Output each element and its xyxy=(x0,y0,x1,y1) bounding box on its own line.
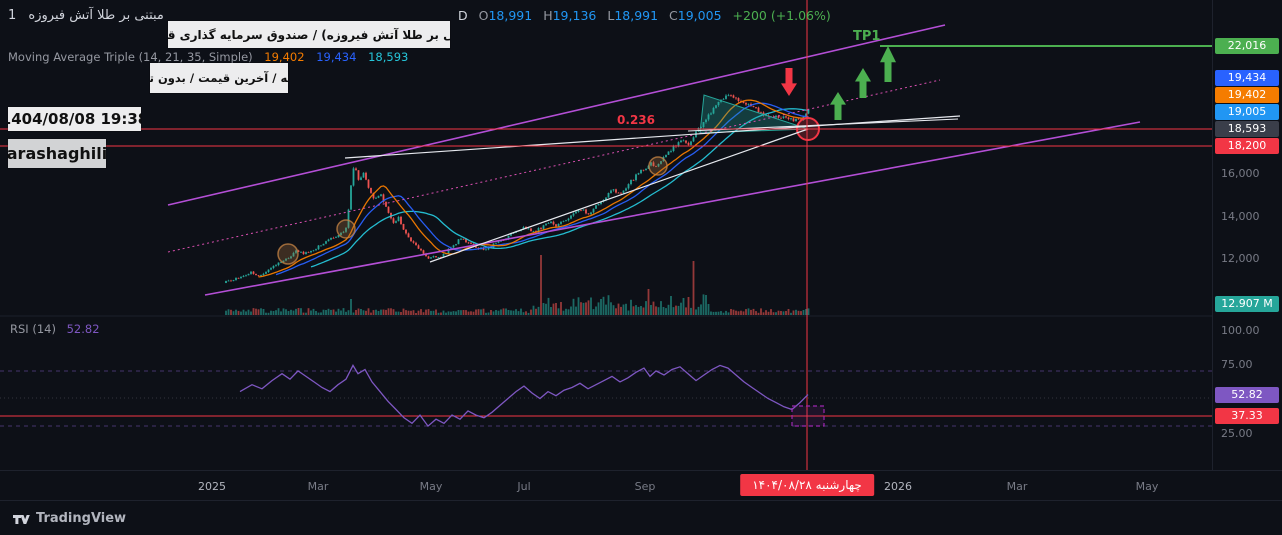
timeframe-label: 1 xyxy=(8,8,17,23)
price-tick: 16,000 xyxy=(1221,167,1260,180)
time-tick: 2026 xyxy=(884,480,912,493)
price-label-ma21: 19,434 xyxy=(1215,70,1279,86)
price-axis[interactable]: 22,016 19,434 19,402 19,005 18,593 18,20… xyxy=(1212,0,1282,470)
time-tick: Jul xyxy=(517,480,531,493)
time-tick: May xyxy=(1135,480,1159,493)
timeframe-label-d: D xyxy=(458,8,468,23)
price-label-crosshair: 18,593 xyxy=(1215,121,1279,137)
close-value: 19,005 xyxy=(677,8,722,23)
price-label-tp1: 22,016 xyxy=(1215,38,1279,54)
annotation-datetime-box: 1404/08/08 19:38 xyxy=(8,107,141,131)
rsi-indicator-value: 52.82 xyxy=(66,322,100,336)
svg-text:TP1: TP1 xyxy=(853,29,880,44)
price-label-last: 19,005 xyxy=(1215,104,1279,120)
high-label: H xyxy=(543,8,553,23)
close-label: C xyxy=(669,8,678,23)
rsi-tick: 75.00 xyxy=(1221,358,1253,371)
change-value: +200 (+1.06%) xyxy=(732,8,831,23)
price-tick: 12,000 xyxy=(1221,252,1260,265)
rsi-tick: 100.00 xyxy=(1221,324,1260,337)
crosshair-date-badge: چهارشنبه ۱۴۰۴/۰۸/۲۸ xyxy=(740,474,874,496)
volume-label: 12.907 M xyxy=(1215,296,1279,312)
tradingview-logo[interactable]: TradingView xyxy=(12,510,126,528)
price-tick: 14,000 xyxy=(1221,210,1260,223)
symbol-name: مبتنی بر طلا آتش فیروزه xyxy=(28,8,164,23)
annotation-username-box: arashaghili xyxy=(8,139,106,168)
annotation-title-box: آتش (مبتنی بر طلا آتش فیروزه) / صندوق سر… xyxy=(168,21,450,48)
low-value: 18,991 xyxy=(614,8,659,23)
symbol-legend[interactable]: مبتنی بر طلا آتش فیروزه 1 xyxy=(8,8,164,23)
low-label: L xyxy=(607,8,615,23)
rsi-alert-label: 37.33 xyxy=(1215,408,1279,424)
price-label-ma14: 19,402 xyxy=(1215,87,1279,103)
ma21-value: 19,434 xyxy=(316,50,357,64)
open-label: O xyxy=(478,8,489,23)
time-tick: Mar xyxy=(1006,480,1028,493)
high-value: 19,136 xyxy=(552,8,597,23)
ma14-value: 19,402 xyxy=(264,50,305,64)
time-axis[interactable]: 2025 Mar May Jul Sep 2026 Mar May چهارشن… xyxy=(0,470,1282,501)
tradingview-wordmark: TradingView xyxy=(36,511,127,526)
rsi-tick: 25.00 xyxy=(1221,427,1253,440)
rsi-indicator-legend[interactable]: RSI (14) 52.82 xyxy=(10,322,100,336)
svg-text:0.236: 0.236 xyxy=(617,113,655,127)
price-label-alert: 18,200 xyxy=(1215,138,1279,154)
time-tick: Sep xyxy=(634,480,656,493)
time-tick: Mar xyxy=(307,480,329,493)
annotation-subtitle-box: روزانه / آخرین قیمت / بدون تعدیل xyxy=(150,63,288,93)
tradingview-logo-icon xyxy=(13,514,30,524)
rsi-indicator-name: RSI (14) xyxy=(10,322,56,336)
ma35-value: 18,593 xyxy=(368,50,409,64)
ma-indicator-name: Moving Average Triple (14, 21, 35, Simpl… xyxy=(8,50,253,64)
ma-indicator-legend[interactable]: Moving Average Triple (14, 21, 35, Simpl… xyxy=(8,50,408,64)
time-tick: 2025 xyxy=(198,480,226,493)
open-value: 18,991 xyxy=(488,8,533,23)
ohlc-legend: D O18,991 H19,136 L18,991 C19,005 +200 (… xyxy=(458,8,831,23)
bottom-toolbar: TradingView xyxy=(0,500,1282,535)
rsi-value-label: 52.82 xyxy=(1215,387,1279,403)
time-tick: May xyxy=(419,480,443,493)
